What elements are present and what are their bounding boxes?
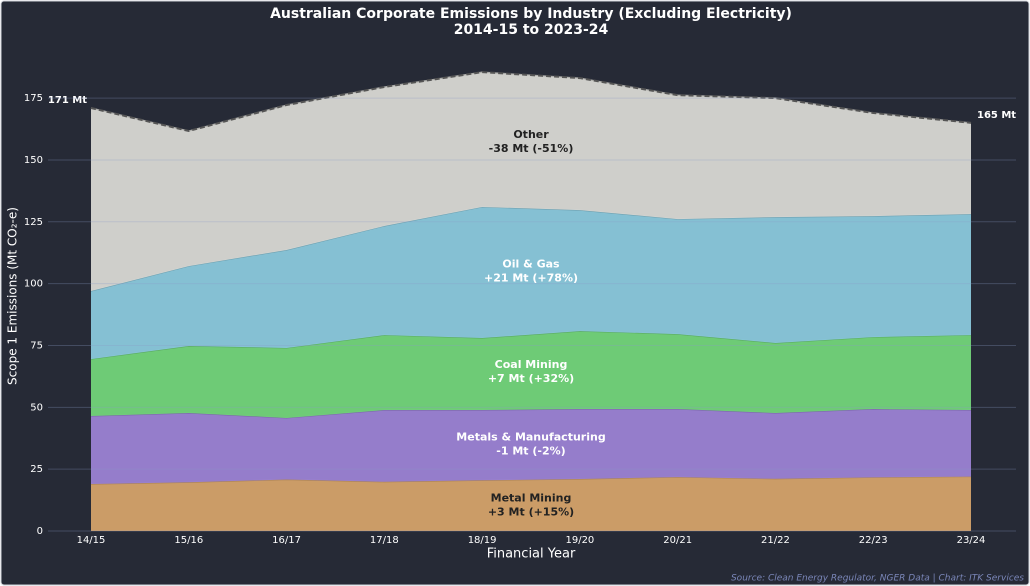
y-tick-label: 75: [30, 340, 43, 351]
chart-title: Australian Corporate Emissions by Indust…: [270, 6, 792, 22]
x-axis-label: Financial Year: [487, 547, 576, 562]
area: [91, 331, 971, 418]
y-tick-label: 100: [24, 279, 43, 290]
series-change: -1 Mt (-2%): [496, 445, 565, 458]
x-tick-label: 14/15: [77, 535, 106, 546]
y-tick-label: 125: [24, 217, 43, 228]
x-tick-label: 23/24: [957, 535, 986, 546]
area: [91, 206, 971, 360]
y-tick-label: 50: [30, 402, 43, 413]
x-tick-label: 15/16: [174, 535, 203, 546]
x-tick-label: 17/18: [370, 535, 399, 546]
area: [91, 409, 971, 484]
area: [91, 72, 971, 292]
x-tick-label: 20/21: [663, 535, 692, 546]
series-label: Coal Mining: [495, 358, 568, 371]
x-tick-label: 22/23: [859, 535, 888, 546]
series-change: +21 Mt (+78%): [484, 272, 578, 285]
series-label: Other: [513, 128, 549, 141]
series-label: Oil & Gas: [502, 258, 560, 271]
total-line: [90, 71, 972, 133]
series-change: -38 Mt (-51%): [489, 142, 574, 155]
y-tick-label: 25: [30, 464, 43, 475]
x-tick-label: 19/20: [565, 535, 594, 546]
total-start-label: 171 Mt: [48, 95, 87, 106]
x-tick-label: 21/22: [761, 535, 790, 546]
series-label: Metals & Manufacturing: [456, 431, 605, 444]
x-tick-label: 18/19: [468, 535, 497, 546]
total-end-label: 165 Mt: [977, 110, 1016, 121]
series-label: Metal Mining: [491, 491, 572, 504]
y-tick-label: 150: [24, 155, 43, 166]
y-axis-label: Scope 1 Emissions (Mt CO₂-e): [6, 207, 20, 385]
series-change: +7 Mt (+32%): [488, 372, 574, 385]
series-change: +3 Mt (+15%): [488, 505, 574, 518]
chart-subtitle: 2014-15 to 2023-24: [454, 22, 609, 38]
y-tick-label: 0: [37, 526, 43, 537]
y-tick-label: 175: [24, 93, 43, 104]
x-tick-label: 16/17: [272, 535, 301, 546]
source: Source: Clean Energy Regulator, NGER Dat…: [731, 574, 1024, 584]
area: [91, 476, 971, 531]
